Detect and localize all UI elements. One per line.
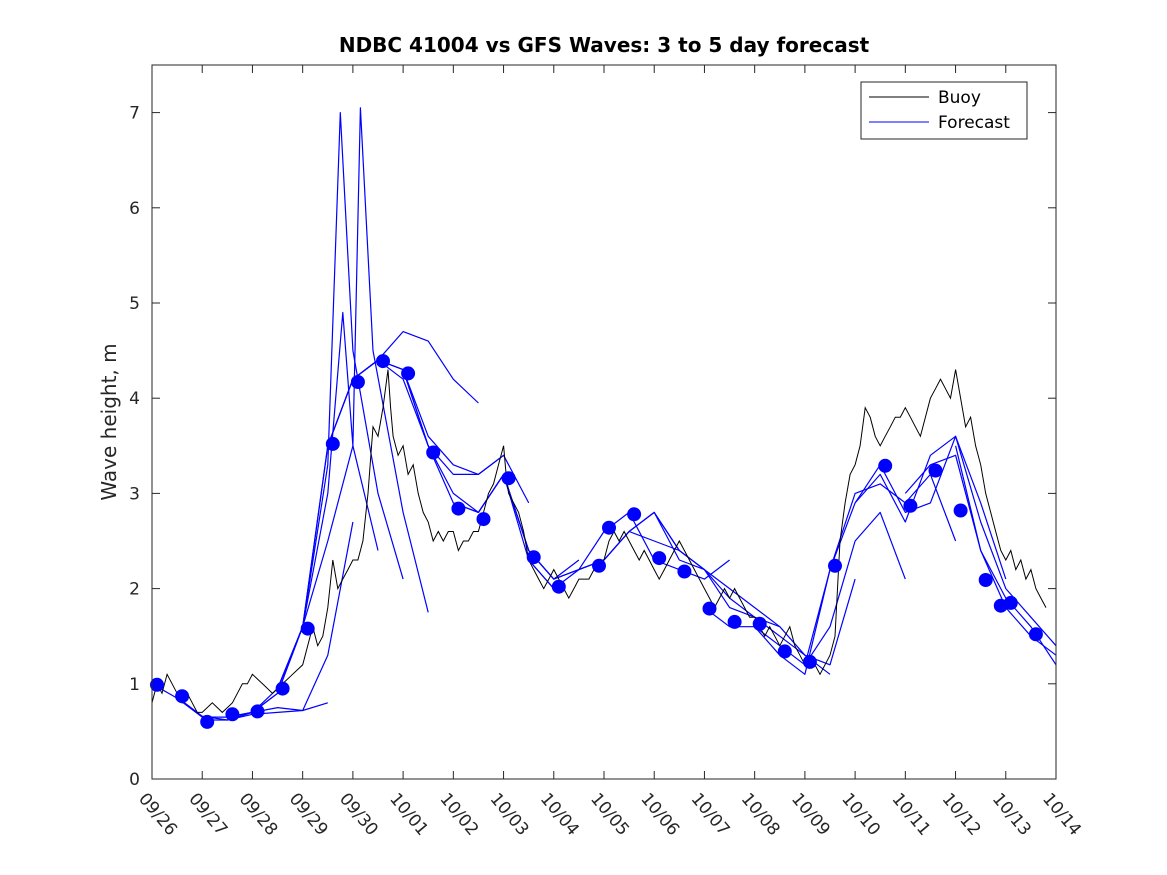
plot-area [152,65,1056,779]
forecast-marker-27 [828,558,842,573]
legend: Buoy Forecast [860,81,1028,140]
forecast-marker-9 [376,354,390,369]
forecast-marker-32 [978,573,993,587]
y-tick-label-1: 1 [129,675,140,695]
forecast-marker-26 [802,654,817,669]
forecast-marker-18 [602,520,616,535]
forecast-marker-20 [652,551,667,566]
tick-marks [151,65,1057,780]
forecast-marker-4 [250,704,265,719]
forecast-line-19 [854,435,1057,647]
forecast-line-3 [227,111,404,718]
forecast-line-17 [754,473,957,675]
forecast-marker-0 [150,677,164,692]
forecast-marker-14 [501,471,516,486]
forecast-line-14 [628,530,831,675]
forecast-marker-23 [727,614,742,629]
y-tick-label-5: 5 [129,294,140,314]
forecast-marker-2 [200,714,215,729]
forecast-marker-19 [627,507,642,522]
y-tick-label-2: 2 [129,580,140,600]
forecast-marker-13 [476,512,491,527]
forecast-marker-3 [225,707,240,722]
forecast-marker-10 [401,366,416,381]
forecast-marker-17 [592,558,606,573]
forecast-markers [150,354,1043,729]
forecast-marker-25 [777,644,792,659]
y-tick-label-6: 6 [129,199,140,219]
forecast-marker-35 [1028,627,1043,642]
forecast-line-18 [804,435,1007,665]
forecast-marker-16 [551,579,566,594]
legend-box [860,81,1028,140]
forecast-marker-28 [878,458,893,473]
y-axis-title: Wave height, m [97,343,121,500]
y-tick-label-0: 0 [129,770,140,790]
forecast-marker-7 [325,436,340,451]
forecast-marker-8 [350,375,365,389]
forecast-marker-5 [275,681,290,696]
y-tick-label-7: 7 [129,104,140,124]
plot-frame [151,64,1057,780]
forecast-marker-15 [526,550,541,565]
forecast-marker-11 [426,445,441,460]
forecast-marker-22 [702,601,717,616]
y-tick-labels: 0 1 2 3 4 5 6 7 [129,104,140,790]
forecast-marker-1 [175,689,190,704]
forecast-line-4 [252,107,429,713]
y-tick-label-3: 3 [129,484,140,504]
y-tick-label-4: 4 [129,389,140,409]
legend-buoy-label: Buoy [938,88,981,108]
forecast-marker-24 [752,616,767,631]
forecast-marker-30 [928,463,943,478]
forecast-line-13 [578,511,781,628]
legend-forecast-label: Forecast [938,113,1010,133]
forecast-marker-12 [451,501,466,516]
forecast-marker-29 [903,498,918,513]
chart-title: NDBC 41004 vs GFS Waves: 3 to 5 day fore… [339,33,870,57]
forecast-marker-34 [1003,595,1018,610]
forecast-marker-6 [300,621,315,636]
forecast-marker-21 [677,564,692,579]
forecast-marker-31 [953,503,968,518]
